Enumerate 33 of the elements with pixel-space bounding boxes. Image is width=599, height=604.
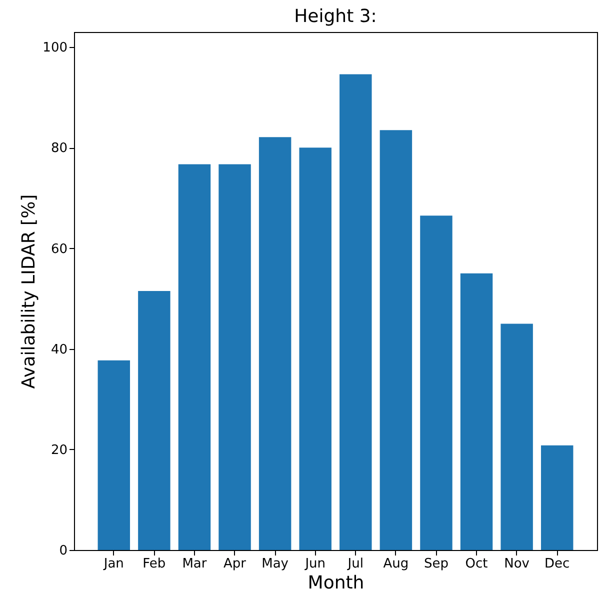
x-tick-label: Nov bbox=[504, 556, 530, 572]
y-tick-label: 0 bbox=[59, 544, 68, 558]
x-tick-label: Mar bbox=[182, 556, 208, 572]
bar bbox=[138, 291, 170, 550]
x-tick-label: Aug bbox=[383, 556, 409, 572]
y-tick-label: 80 bbox=[50, 141, 68, 156]
x-tick-label: Jul bbox=[346, 556, 364, 572]
bar bbox=[460, 273, 493, 550]
x-tick-label: Jun bbox=[304, 556, 326, 572]
bar bbox=[420, 216, 452, 550]
y-tick-label: 60 bbox=[50, 242, 68, 257]
bar bbox=[258, 137, 292, 550]
x-tick-label: Oct bbox=[465, 556, 488, 572]
bar bbox=[98, 360, 130, 550]
bar bbox=[500, 324, 533, 550]
y-tick-label: 20 bbox=[50, 442, 68, 458]
bar bbox=[340, 74, 372, 550]
bar bbox=[540, 445, 574, 550]
x-tick-label: Sep bbox=[424, 556, 448, 572]
bar bbox=[380, 130, 412, 550]
y-tick-label: 40 bbox=[50, 342, 68, 358]
chart-title: Height 3: bbox=[294, 6, 377, 27]
x-tick-label: Feb bbox=[142, 556, 166, 572]
bar bbox=[218, 164, 251, 550]
y-axis-title: Availability LIDAR [%] bbox=[18, 194, 40, 389]
x-tick-label: Dec bbox=[544, 556, 570, 572]
x-tick-label: Jan bbox=[102, 556, 124, 572]
x-axis-title: Month bbox=[308, 572, 364, 594]
bar bbox=[299, 148, 332, 550]
y-tick-label: 100 bbox=[42, 40, 68, 56]
x-tick-label: May bbox=[262, 556, 289, 572]
bar bbox=[178, 164, 211, 550]
x-tick-label: Apr bbox=[224, 556, 247, 572]
